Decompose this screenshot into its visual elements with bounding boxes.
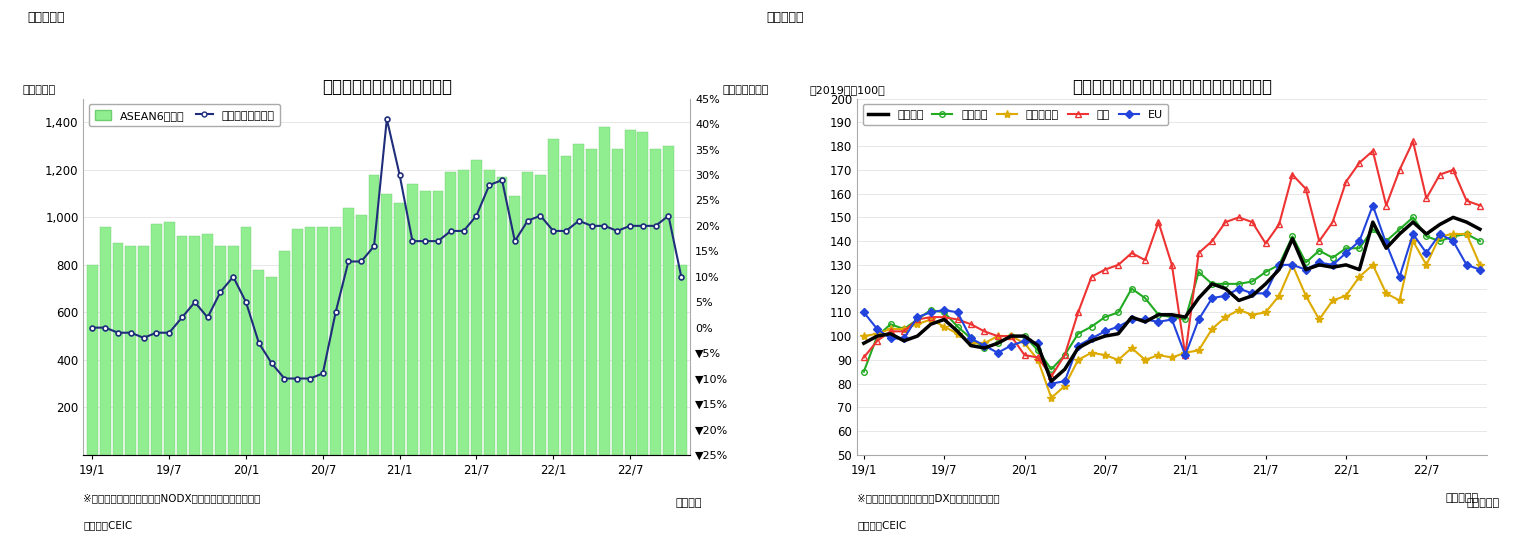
Text: （前年同月比）: （前年同月比） xyxy=(722,85,769,95)
Bar xyxy=(599,127,610,455)
Bar xyxy=(510,196,520,455)
Bar xyxy=(637,132,648,455)
Bar xyxy=(573,144,584,455)
Bar xyxy=(381,193,393,455)
Bar xyxy=(407,184,417,455)
Bar xyxy=(228,246,238,455)
Bar xyxy=(305,227,316,455)
Text: （年月）: （年月） xyxy=(677,498,702,507)
Bar xyxy=(651,149,661,455)
Bar xyxy=(215,246,226,455)
Text: （2019年＝100）: （2019年＝100） xyxy=(810,85,886,95)
Bar xyxy=(522,172,532,455)
Bar xyxy=(625,129,636,455)
Bar xyxy=(202,234,212,455)
Bar xyxy=(496,177,508,455)
Title: アセアン主要６カ国の輸出額: アセアン主要６カ国の輸出額 xyxy=(322,78,452,96)
Legend: ASEAN6カ国計, 増加率（右目盛）: ASEAN6カ国計, 増加率（右目盛） xyxy=(90,104,281,126)
Bar xyxy=(138,246,149,455)
Bar xyxy=(331,227,341,455)
Text: （年／月）: （年／月） xyxy=(1446,493,1479,503)
Bar xyxy=(112,243,123,455)
Bar xyxy=(677,265,687,455)
Bar xyxy=(394,203,405,455)
Bar xyxy=(663,146,674,455)
Bar xyxy=(446,172,457,455)
Bar xyxy=(86,265,97,455)
Bar xyxy=(152,225,162,455)
Bar xyxy=(176,236,188,455)
Bar xyxy=(100,227,111,455)
Bar xyxy=(343,208,353,455)
Bar xyxy=(484,170,495,455)
Bar xyxy=(253,270,264,455)
Bar xyxy=(126,246,137,455)
Text: （年／月）: （年／月） xyxy=(1465,498,1499,507)
Bar xyxy=(420,191,431,455)
Text: ※シンガポールの輸出額はNODX（石油と再輸出除く）。: ※シンガポールの輸出額はNODX（石油と再輸出除く）。 xyxy=(83,493,261,503)
Text: ※シンガポールの輸出額はDX（再輸出除く）。: ※シンガポールの輸出額はDX（再輸出除く）。 xyxy=(857,493,1000,503)
Bar xyxy=(369,175,379,455)
Bar xyxy=(164,222,174,455)
Bar xyxy=(586,149,598,455)
Text: （資料）CEIC: （資料）CEIC xyxy=(83,521,132,530)
Bar xyxy=(458,170,469,455)
Text: （億ドル）: （億ドル） xyxy=(23,85,56,95)
Legend: 輸出全体, 東アジア, 東南アジア, 北米, EU: 輸出全体, 東アジア, 東南アジア, 北米, EU xyxy=(863,104,1168,125)
Bar xyxy=(241,227,252,455)
Bar xyxy=(317,227,328,455)
Bar xyxy=(548,139,558,455)
Bar xyxy=(291,229,303,455)
Bar xyxy=(190,236,200,455)
Title: アセアン主要６カ国　仕向け地別の輸出動向: アセアン主要６カ国 仕向け地別の輸出動向 xyxy=(1073,78,1271,96)
Text: （資料）CEIC: （資料）CEIC xyxy=(857,521,906,530)
Bar xyxy=(356,215,367,455)
Text: （図表１）: （図表１） xyxy=(27,11,65,24)
Bar xyxy=(611,149,622,455)
Bar xyxy=(561,156,572,455)
Bar xyxy=(279,250,290,455)
Bar xyxy=(536,175,546,455)
Bar xyxy=(265,277,278,455)
Bar xyxy=(470,161,482,455)
Bar xyxy=(432,191,443,455)
Text: （図表２）: （図表２） xyxy=(766,11,804,24)
